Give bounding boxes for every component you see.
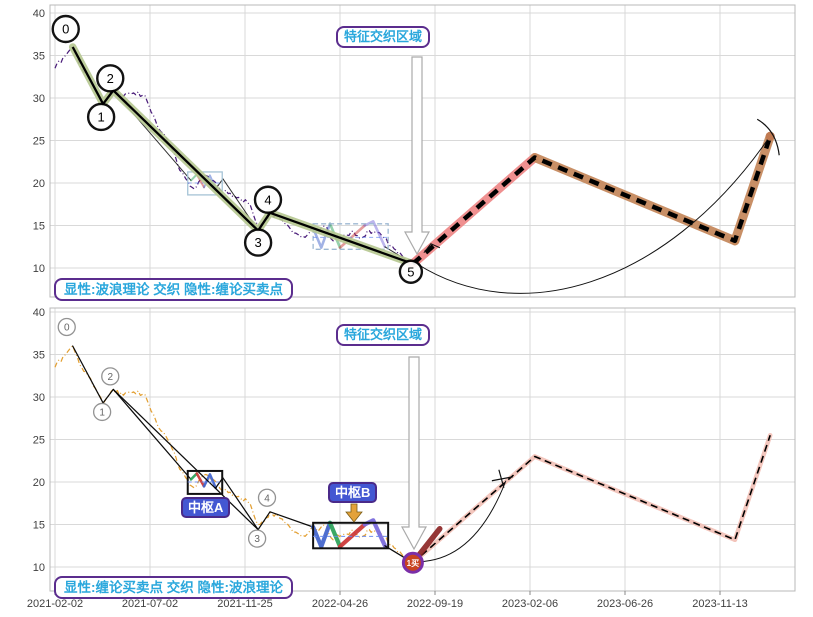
chan-segment <box>189 472 199 481</box>
buy-point-marker <box>401 551 424 574</box>
wave-label-circle <box>92 402 112 422</box>
y-tick-label: 25 <box>33 435 45 447</box>
wave-label-circle <box>253 185 283 214</box>
projection-dashed-line <box>412 435 771 564</box>
x-tick-label: 2023-11-13 <box>692 598 747 610</box>
arc-end-tick <box>756 118 780 156</box>
x-tick-label: 2021-11-25 <box>217 598 272 610</box>
arc-end-tick <box>491 476 513 482</box>
wave-label-circle <box>101 367 120 386</box>
wave-label-text: 3 <box>254 534 260 545</box>
arc-start-tick <box>423 243 441 254</box>
wave-label-circle <box>243 228 273 257</box>
x-tick-label: 2023-02-06 <box>502 598 558 610</box>
pivot-box-b <box>312 521 390 550</box>
y-tick-label: 10 <box>33 562 45 574</box>
y-tick-label: 35 <box>33 350 45 362</box>
x-tick-label: 2021-02-02 <box>27 598 83 610</box>
wave-label-text: 0 <box>64 323 70 334</box>
caption-bottom-panel: 显性:缠论买卖点 交织 隐性:波浪理论 <box>54 576 293 599</box>
wave-label-text: 2 <box>107 71 114 86</box>
wave-line <box>71 46 414 265</box>
projection-dashed-line <box>411 135 773 266</box>
chan-segment <box>195 472 206 488</box>
wave-label-circle <box>247 529 267 548</box>
x-tick-label: 2021-07-02 <box>122 598 178 610</box>
wave-label-circle <box>86 102 116 132</box>
y-tick-label: 20 <box>33 178 45 190</box>
wave-label-circle <box>398 259 424 284</box>
chan-segment <box>311 520 333 549</box>
interweave-annotation-top: 特征交织区域 <box>336 26 431 48</box>
pivot-a-label: 中枢A <box>181 497 231 518</box>
panel-border <box>49 307 796 592</box>
wave-label-circle <box>96 64 125 93</box>
wave-label-text: 5 <box>407 264 414 279</box>
wave-label-circle <box>257 488 277 507</box>
wave-label-circle <box>57 317 76 337</box>
arc-curve <box>417 480 507 563</box>
chan-segment <box>202 473 217 490</box>
chan-segment <box>337 522 367 549</box>
y-tick-label: 15 <box>33 221 45 233</box>
x-tick-label: 2022-04-26 <box>312 598 368 610</box>
pivot-b-label: 中枢B <box>328 482 378 503</box>
wave-label-text: 0 <box>62 22 69 37</box>
y-tick-label: 30 <box>33 93 45 105</box>
wave-label-text: 3 <box>255 235 262 250</box>
y-tick-label: 40 <box>33 8 45 20</box>
chan-segment <box>363 220 387 249</box>
x-tick-label: 2023-06-26 <box>597 598 653 610</box>
wave-label-text: 1 <box>99 407 105 418</box>
y-tick-label: 25 <box>33 136 45 148</box>
panel-border <box>49 4 796 298</box>
chan-segment <box>72 345 192 481</box>
y-tick-label: 35 <box>33 51 45 63</box>
interweave-arrow <box>403 56 431 256</box>
chan-segment <box>338 224 366 249</box>
interweave-arrow <box>400 356 428 551</box>
pivot-b-arrow <box>345 503 363 523</box>
wave-label-text: 4 <box>264 493 270 504</box>
y-tick-label: 40 <box>33 307 45 319</box>
caption-top-panel: 显性:波浪理论 交织 隐性:缠论买卖点 <box>54 278 293 301</box>
y-tick-label: 15 <box>33 520 45 532</box>
wave-label-text: 2 <box>107 372 113 383</box>
y-tick-label: 10 <box>33 263 45 275</box>
y-tick-label: 20 <box>33 477 45 489</box>
chan-segment <box>112 388 259 531</box>
arc-curve <box>416 139 768 294</box>
x-tick-label: 2022-09-19 <box>407 598 463 610</box>
wave-label-circle <box>51 14 80 44</box>
wave-label-text: 1 <box>98 109 105 124</box>
chan-segment <box>327 520 343 549</box>
buy-point-label: 1买 <box>407 559 419 568</box>
pivot-box-b <box>312 223 389 250</box>
wave-label-text: 4 <box>264 192 271 207</box>
y-tick-label: 30 <box>33 392 45 404</box>
interweave-annotation-bottom: 特征交织区域 <box>336 324 431 346</box>
